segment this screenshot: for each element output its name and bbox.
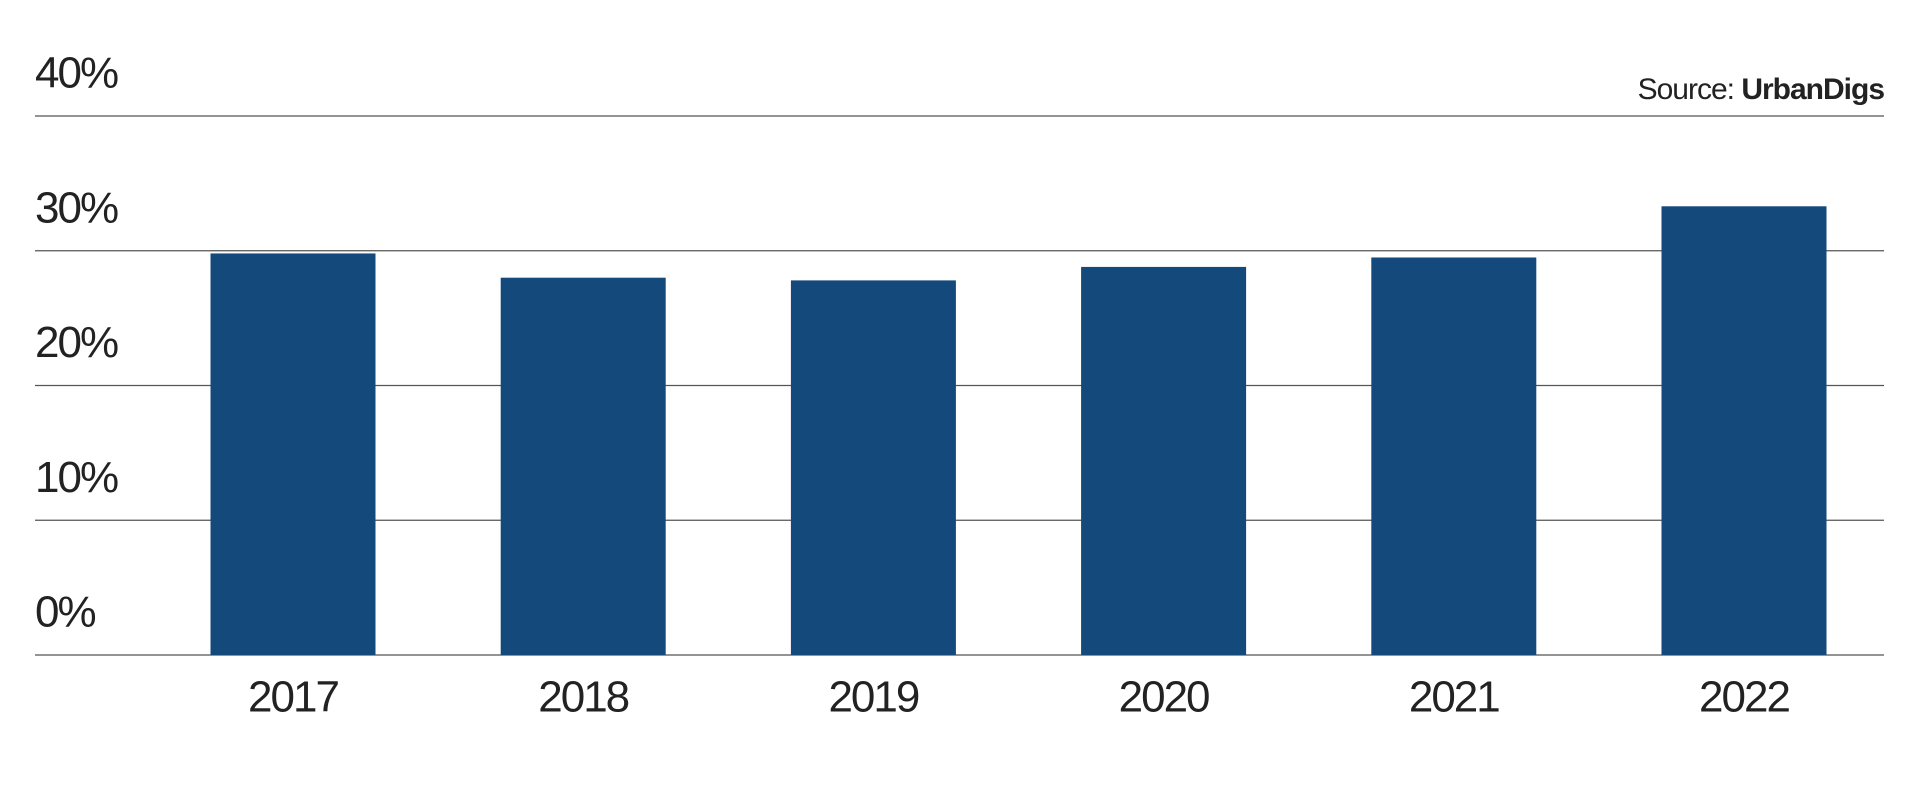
- source: Source: UrbanDigs: [1638, 73, 1885, 106]
- x-tick-label: 2020: [1119, 673, 1209, 722]
- x-tick-label: 2017: [248, 673, 338, 722]
- x-tick-label: 2022: [1699, 673, 1789, 722]
- y-tick-label: 30%: [35, 183, 118, 232]
- source-label: Source:: [1638, 73, 1734, 106]
- bar: [1081, 266, 1247, 655]
- y-tick-label: 10%: [35, 453, 118, 502]
- x-tick-label: 2018: [538, 673, 628, 722]
- bar: [1661, 206, 1827, 655]
- bar: [500, 277, 666, 655]
- y-tick-label: 40%: [35, 49, 118, 98]
- bar: [1371, 257, 1537, 655]
- bar: [210, 253, 376, 655]
- bar: [790, 280, 956, 655]
- source-name: UrbanDigs: [1741, 73, 1884, 106]
- y-tick-label: 0%: [35, 588, 95, 637]
- x-tick-label: 2021: [1409, 673, 1499, 722]
- x-tick-label: 2019: [828, 673, 918, 722]
- y-tick-label: 20%: [35, 318, 118, 367]
